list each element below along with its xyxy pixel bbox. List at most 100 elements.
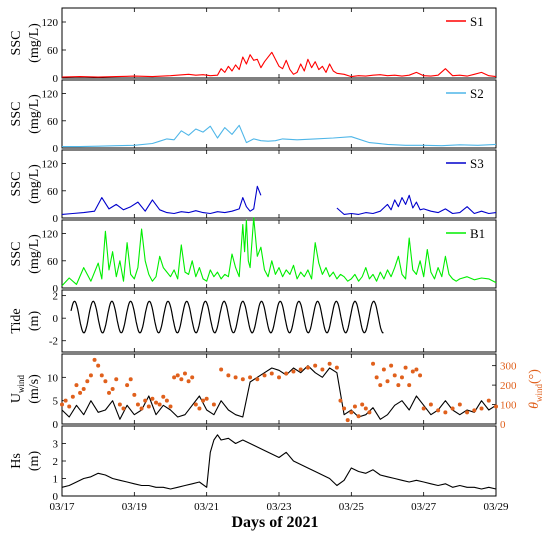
wind-direction-point bbox=[157, 402, 162, 407]
x-tick-label: 03/23 bbox=[266, 501, 292, 513]
wind-direction-point bbox=[63, 398, 68, 403]
panel-frame-s1 bbox=[61, 7, 497, 79]
y-axis-title-wind: Uwind bbox=[9, 374, 26, 403]
panel-frame-tide bbox=[61, 289, 497, 353]
wind-direction-point bbox=[313, 363, 318, 368]
wind-direction-point bbox=[96, 363, 101, 368]
wind-direction-point bbox=[88, 373, 93, 378]
wind-direction-point bbox=[154, 400, 159, 405]
y-tick-label-b1: 120 bbox=[42, 229, 59, 241]
wind-direction-point bbox=[103, 379, 108, 384]
wind-direction-point bbox=[110, 387, 115, 391]
wind-direction-point bbox=[204, 396, 209, 401]
y-tick-label-wind: 5 bbox=[53, 396, 59, 408]
y-tick-label-tide: -2 bbox=[49, 336, 58, 348]
wind-direction-point bbox=[132, 392, 137, 397]
series-line-hs-0 bbox=[61, 434, 497, 490]
wind-direction-point bbox=[436, 408, 441, 413]
panel-frame-b1 bbox=[61, 219, 497, 289]
y-axis-unit-tide: (m) bbox=[27, 311, 42, 332]
wind-direction-point bbox=[418, 373, 423, 378]
wind-direction-point bbox=[385, 379, 390, 384]
wind-direction-point bbox=[371, 361, 376, 366]
y-tick-label-tide: 2 bbox=[53, 291, 59, 303]
series-line-tide bbox=[70, 300, 384, 334]
legend-label-s1: S1 bbox=[470, 14, 484, 29]
series-line-s1-0 bbox=[61, 51, 497, 78]
wind-direction-point bbox=[450, 406, 455, 411]
wind-direction-point bbox=[60, 402, 64, 407]
legend-label-s3: S3 bbox=[470, 156, 484, 171]
wind-direction-point bbox=[117, 402, 122, 407]
wind-direction-point bbox=[399, 375, 404, 380]
y-tick-label-s1: 0 bbox=[53, 73, 59, 85]
wind-direction-point bbox=[107, 390, 112, 395]
y-axis-unit-hs: (m) bbox=[27, 451, 42, 472]
y-tick-label-hs: 2 bbox=[53, 456, 59, 468]
wind-direction-point bbox=[494, 404, 498, 409]
wind-direction-point bbox=[146, 404, 151, 409]
y-axis-title-b1: SSC bbox=[9, 242, 24, 267]
y-axis-unit-wind: (m/s) bbox=[27, 374, 42, 404]
wind-direction-point bbox=[85, 379, 90, 384]
y-tick-label-hs: 0 bbox=[53, 491, 59, 503]
wind-direction-point bbox=[389, 363, 394, 368]
wind-direction-point bbox=[201, 398, 206, 403]
y-axis-title-s3: SSC bbox=[9, 172, 24, 197]
y-tick-label-b1: 0 bbox=[53, 283, 59, 295]
wind-direction-point bbox=[381, 367, 386, 372]
y-right-tick-label: 0 bbox=[500, 419, 506, 431]
y-tick-label-wind: 10 bbox=[47, 372, 59, 384]
wind-direction-point bbox=[367, 410, 372, 415]
y-tick-label-tide: 0 bbox=[53, 313, 59, 325]
legend-label-b1: B1 bbox=[470, 226, 485, 241]
x-tick-label: 03/21 bbox=[194, 501, 219, 513]
wind-direction-point bbox=[81, 387, 86, 391]
wind-direction-point bbox=[414, 367, 419, 372]
wind-direction-point bbox=[150, 396, 155, 401]
wind-direction-point bbox=[190, 375, 195, 380]
wind-direction-point bbox=[334, 365, 339, 370]
wind-direction-point bbox=[226, 373, 231, 378]
wind-direction-point bbox=[121, 406, 126, 411]
series-line-b1-0 bbox=[61, 217, 497, 287]
y-right-axis-unit: (°) bbox=[527, 369, 542, 384]
wind-direction-point bbox=[428, 402, 433, 407]
x-tick-label: 03/27 bbox=[411, 501, 437, 513]
wind-direction-point bbox=[443, 410, 448, 415]
wind-direction-point bbox=[143, 398, 148, 403]
wind-direction-point bbox=[125, 383, 130, 388]
y-axis-unit-s1: (mg/L) bbox=[27, 23, 42, 63]
y-axis-title-tide: Tide bbox=[9, 308, 24, 333]
wind-direction-point bbox=[240, 377, 245, 382]
wind-direction-point bbox=[486, 398, 491, 403]
series-line-s2-0 bbox=[62, 124, 497, 148]
x-tick-label: 03/19 bbox=[122, 501, 148, 513]
y-tick-label-s2: 60 bbox=[47, 116, 59, 128]
wind-direction-point bbox=[135, 402, 140, 407]
y-axis-unit-b1: (mg/L) bbox=[27, 234, 42, 274]
wind-direction-point bbox=[342, 406, 347, 411]
y-tick-label-wind: 0 bbox=[53, 419, 59, 431]
x-tick-label: 03/17 bbox=[49, 501, 75, 513]
y-right-tick-label: 200 bbox=[500, 380, 517, 392]
y-right-tick-label: 100 bbox=[500, 400, 517, 412]
y-axis-title-s1: SSC bbox=[9, 31, 24, 56]
y-tick-label-s3: 0 bbox=[53, 213, 59, 225]
wind-direction-point bbox=[193, 402, 198, 407]
wind-direction-point bbox=[175, 373, 180, 378]
wind-direction-point bbox=[248, 375, 253, 380]
x-tick-label: 03/25 bbox=[339, 501, 365, 513]
wind-direction-point bbox=[305, 365, 310, 370]
wind-direction-point bbox=[407, 383, 412, 388]
wind-direction-point bbox=[421, 406, 426, 411]
y-right-axis-title: θwind(°) bbox=[527, 369, 544, 409]
wind-direction-point bbox=[99, 373, 104, 378]
wind-direction-point bbox=[363, 406, 368, 411]
y-axis-title-hs: Hs bbox=[9, 453, 24, 469]
y-tick-label-s3: 120 bbox=[42, 159, 59, 171]
x-axis-title: Days of 2021 bbox=[231, 514, 318, 531]
wind-direction-point bbox=[320, 367, 325, 372]
wind-direction-point bbox=[255, 377, 260, 382]
wind-direction-point bbox=[128, 377, 133, 382]
